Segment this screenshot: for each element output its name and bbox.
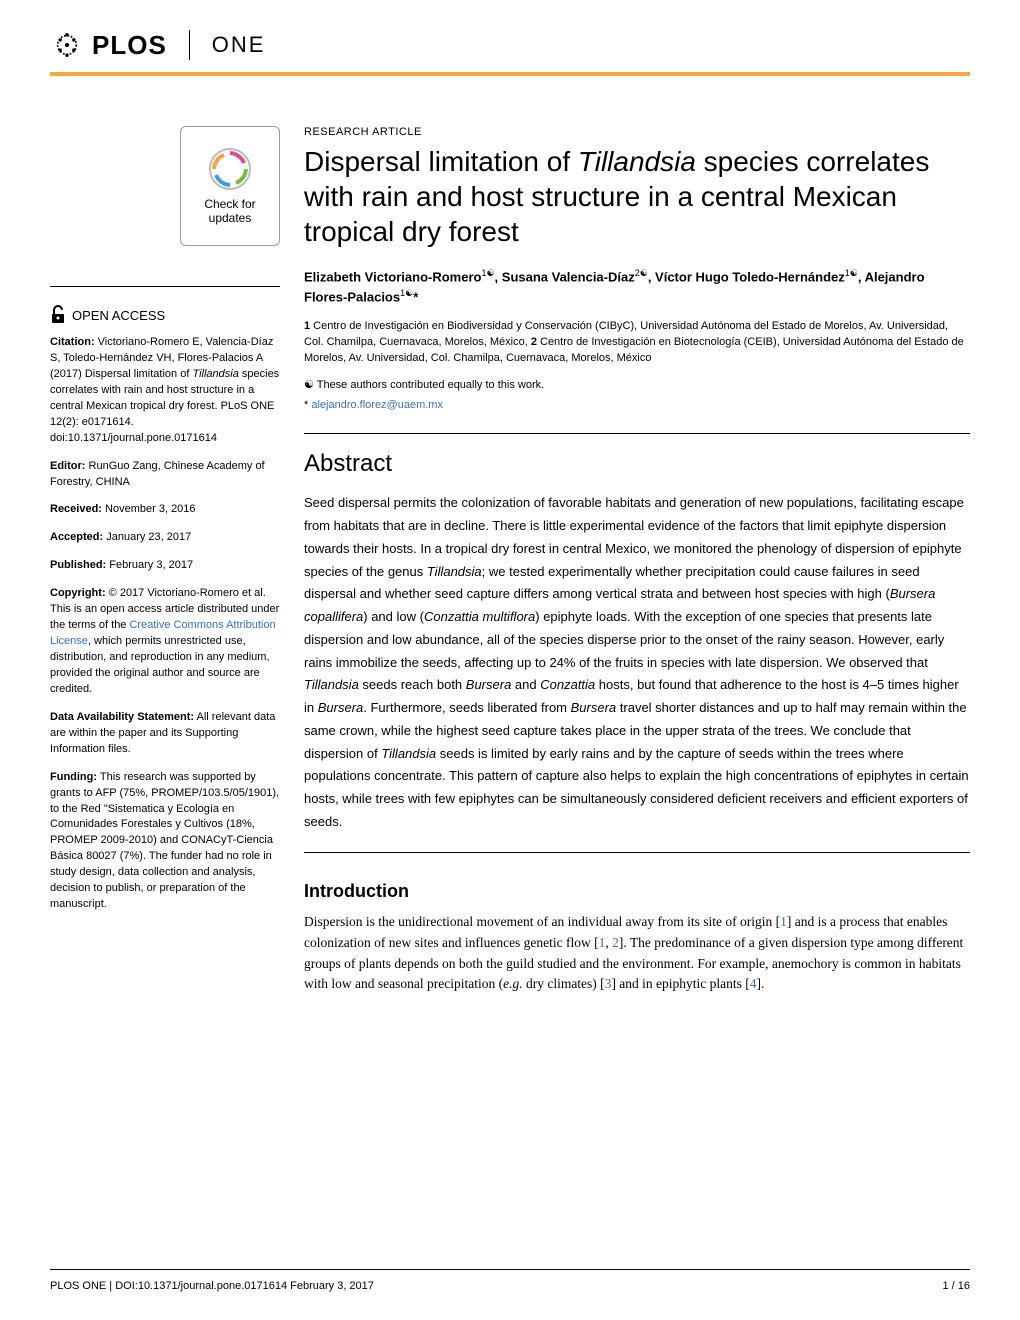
footer: PLOS ONE | DOI:10.1371/journal.pone.0171… <box>50 1269 970 1292</box>
editor-block: Editor: RunGuo Zang, Chinese Academy of … <box>50 459 280 491</box>
abstract-p8: seeds reach both <box>359 677 466 692</box>
abstract-p11: Conzattia <box>540 677 595 692</box>
open-access-badge: OPEN ACCESS <box>50 305 280 325</box>
one-brand-text: ONE <box>212 32 266 58</box>
footer-left: PLOS ONE | DOI:10.1371/journal.pone.0171… <box>50 1280 374 1292</box>
introduction-heading: Introduction <box>304 881 970 902</box>
published-text: February 3, 2017 <box>106 559 193 571</box>
affiliations: 1 Centro de Investigación en Biodiversid… <box>304 319 970 367</box>
abstract-p4: ) and low ( <box>363 609 424 624</box>
intro-p0: Dispersion is the unidirectional movemen… <box>304 914 780 929</box>
corresponding-email: * alejandro.florez@uaem.mx <box>304 395 970 413</box>
intro-p12: ]. <box>757 976 765 991</box>
data-label: Data Availability Statement: <box>50 711 194 723</box>
updates-line2: updates <box>209 211 252 225</box>
header: PLOS ONE <box>0 0 1020 72</box>
ref-1a[interactable]: 1 <box>780 914 787 929</box>
title-italic: Tillandsia <box>578 146 696 177</box>
abstract-heading: Abstract <box>304 450 970 478</box>
ref-2[interactable]: 2 <box>612 935 619 950</box>
title-pre: Dispersal limitation of <box>304 146 578 177</box>
brand-divider <box>189 30 190 60</box>
introduction-text: Dispersion is the unidirectional movemen… <box>304 912 970 996</box>
funding-block: Funding: This research was supported by … <box>50 770 280 913</box>
abstract-p7: Tillandsia <box>304 677 359 692</box>
intro-p10: ] and in epiphytic plants [ <box>611 976 749 991</box>
updates-text: Check for updates <box>204 197 255 226</box>
received-text: November 3, 2016 <box>102 503 196 515</box>
intro-p8: dry climates) [ <box>523 976 605 991</box>
contribution-note: ☯ These authors contributed equally to t… <box>304 378 970 391</box>
editor-label: Editor: <box>50 460 85 472</box>
sidebar-divider <box>50 286 280 287</box>
main-content: RESEARCH ARTICLE Dispersal limitation of… <box>304 126 970 995</box>
citation-italic: Tillandsia <box>192 368 238 380</box>
email-link[interactable]: alejandro.florez@uaem.mx <box>311 399 443 411</box>
citation-block: Citation: Victoriano-Romero E, Valencia-… <box>50 335 280 447</box>
abstract-divider-bottom <box>304 852 970 853</box>
sidebar: Check for updates OPEN ACCESS Citation: … <box>50 126 280 995</box>
copyright-label: Copyright: <box>50 587 106 599</box>
abstract-p15: Bursera <box>571 700 617 715</box>
authors: Elizabeth Victoriano-Romero1☯, Susana Va… <box>304 267 970 307</box>
abstract-p13: Bursera <box>318 700 364 715</box>
abstract-text: Seed dispersal permits the colonization … <box>304 492 970 833</box>
check-updates-badge[interactable]: Check for updates <box>180 126 280 246</box>
aff-text: 1 Centro de Investigación en Biodiversid… <box>304 320 964 364</box>
abstract-p5: Conzattia multiflora <box>424 609 535 624</box>
footer-right: 1 / 16 <box>942 1280 970 1292</box>
accepted-block: Accepted: January 23, 2017 <box>50 530 280 546</box>
abstract-divider-top <box>304 433 970 434</box>
plos-logo: PLOS ONE <box>50 28 265 62</box>
article-type: RESEARCH ARTICLE <box>304 126 970 138</box>
ref-4[interactable]: 4 <box>750 976 757 991</box>
updates-icon <box>208 147 252 191</box>
published-block: Published: February 3, 2017 <box>50 558 280 574</box>
abstract-p9: Bursera <box>466 677 512 692</box>
plos-icon <box>50 28 84 62</box>
abstract-p10: and <box>511 677 540 692</box>
content: Check for updates OPEN ACCESS Citation: … <box>0 76 1020 995</box>
abstract-p17: Tillandsia <box>381 746 436 761</box>
article-title: Dispersal limitation of Tillandsia speci… <box>304 144 970 249</box>
intro-p7: e.g. <box>503 976 523 991</box>
open-access-text: OPEN ACCESS <box>72 308 165 323</box>
accepted-text: January 23, 2017 <box>103 531 191 543</box>
accepted-label: Accepted: <box>50 531 103 543</box>
abstract-p1: Tillandsia <box>427 564 482 579</box>
copyright-block: Copyright: © 2017 Victoriano-Romero et a… <box>50 586 280 698</box>
received-label: Received: <box>50 503 102 515</box>
plos-brand-text: PLOS <box>92 30 167 61</box>
funding-text: This research was supported by grants to… <box>50 771 279 911</box>
funding-label: Funding: <box>50 771 97 783</box>
lock-open-icon <box>50 305 66 325</box>
published-label: Published: <box>50 559 106 571</box>
data-availability-block: Data Availability Statement: All relevan… <box>50 710 280 758</box>
updates-line1: Check for <box>204 197 255 211</box>
abstract-p14: . Furthermore, seeds liberated from <box>363 700 570 715</box>
citation-label: Citation: <box>50 336 95 348</box>
received-block: Received: November 3, 2016 <box>50 502 280 518</box>
